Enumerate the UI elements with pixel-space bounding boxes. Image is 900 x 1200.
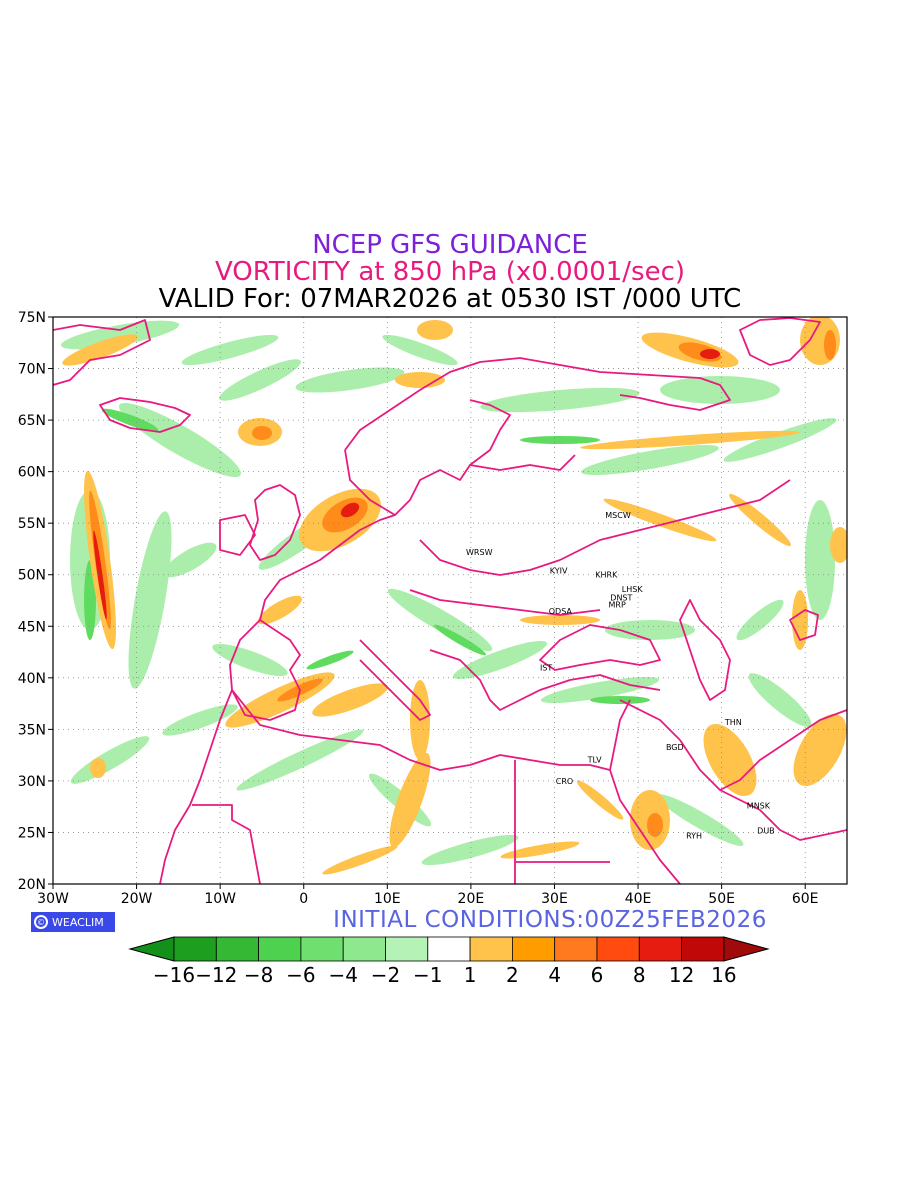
x-tick-label: 10W <box>204 891 236 907</box>
city-label-khrk: KHRK <box>595 571 618 580</box>
colorbar-label: 16 <box>711 963 736 987</box>
x-axis-labels: 30W 20W 10W 0 10E 20E 30E 40E 50E 60E <box>37 884 819 907</box>
colorbar-label: 6 <box>591 963 604 987</box>
colorbar-segment <box>554 936 598 962</box>
y-tick-label: 25N <box>18 825 46 841</box>
city-label-kyiv: KYIV <box>550 567 568 576</box>
colorbar-segment <box>173 936 217 962</box>
city-label-wrsw: WRSW <box>466 548 493 557</box>
colorbar-label: 4 <box>548 963 561 987</box>
city-label-bgd: BGD <box>666 743 684 752</box>
y-tick-label: 35N <box>18 722 46 738</box>
colorbar: −16 −12 −8 −6 −4 −2 −1 1 2 4 6 8 12 16 <box>128 936 770 987</box>
city-label-mrp: MRP <box>609 601 626 610</box>
city-label-lhsk: LHSK <box>622 585 644 594</box>
y-tick-label: 55N <box>18 516 46 532</box>
city-label-ist: IST <box>540 664 552 673</box>
x-tick-label: 20E <box>458 891 485 907</box>
colorbar-label: −16 <box>153 963 195 987</box>
colorbar-segment <box>427 936 471 962</box>
vorticity-field <box>60 317 847 875</box>
x-tick-label: 20W <box>121 891 153 907</box>
colorbar-end-right <box>723 936 770 962</box>
title-line-3: VALID For: 07MAR2026 at 0530 IST /000 UT… <box>158 284 742 314</box>
colorbar-segment <box>215 936 260 962</box>
y-tick-label: 50N <box>18 568 46 584</box>
colorbar-label: −1 <box>413 963 442 987</box>
colorbar-segment <box>258 936 302 962</box>
coastlines <box>53 317 847 884</box>
x-tick-label: 10E <box>374 891 401 907</box>
x-tick-label: 0 <box>299 891 308 907</box>
city-label-ryh: RYH <box>686 832 702 841</box>
y-tick-label: 65N <box>18 413 46 429</box>
colorbar-segment <box>596 936 640 962</box>
colorbar-segment <box>638 936 682 962</box>
y-tick-label: 45N <box>18 619 46 635</box>
colorbar-segment <box>300 936 344 962</box>
city-label-dnst: DNST <box>610 593 632 602</box>
colorbar-segment <box>469 936 513 962</box>
y-tick-label: 70N <box>18 362 46 378</box>
city-label-dub: DUB <box>757 826 775 835</box>
x-tick-label: 60E <box>792 891 819 907</box>
colorbar-label: −8 <box>244 963 273 987</box>
y-tick-label: 20N <box>18 877 46 893</box>
city-label-mscw: MSCW <box>605 511 631 520</box>
x-tick-label: 50E <box>708 891 735 907</box>
y-tick-label: 30N <box>18 774 46 790</box>
colorbar-label: −12 <box>195 963 237 987</box>
colorbar-label: 1 <box>464 963 477 987</box>
map-border <box>52 316 848 885</box>
colorbar-segment <box>385 936 429 962</box>
colorbar-label: −4 <box>328 963 357 987</box>
colorbar-label: 2 <box>506 963 519 987</box>
colorbar-label: 8 <box>633 963 646 987</box>
title-line-1: NCEP GFS GUIDANCE <box>312 230 588 260</box>
city-label-mnsk: MNSK <box>747 802 771 811</box>
colorbar-segment <box>512 936 556 962</box>
colorbar-segment <box>681 936 725 962</box>
x-tick-label: 30W <box>37 891 69 907</box>
city-label-cro: CRO <box>556 777 573 786</box>
y-axis-labels: 75N 70N 65N 60N 55N 50N 45N 40N 35N 30N 25N 20N <box>18 310 53 893</box>
y-tick-label: 75N <box>18 310 46 326</box>
x-tick-label: 30E <box>541 891 568 907</box>
colorbar-segment <box>342 936 386 962</box>
brand-name: WEACLIM <box>52 915 104 929</box>
colorbar-end-left <box>128 936 175 962</box>
initial-conditions: INITIAL CONDITIONS:00Z25FEB2026 <box>333 907 767 933</box>
city-label-thn: THN <box>724 718 742 727</box>
city-label-odsa: ODSA <box>549 607 573 616</box>
copyright-icon: © <box>34 915 48 929</box>
y-tick-label: 60N <box>18 465 46 481</box>
colorbar-label: 12 <box>669 963 694 987</box>
y-tick-label: 40N <box>18 671 46 687</box>
colorbar-label: −6 <box>286 963 315 987</box>
x-tick-label: 40E <box>625 891 652 907</box>
title-line-2: VORTICITY at 850 hPa (x0.0001/sec) <box>214 257 686 287</box>
weaclim-logo: © WEACLIM <box>31 912 115 932</box>
colorbar-label: −2 <box>371 963 400 987</box>
city-label-tlv: TLV <box>587 755 602 764</box>
